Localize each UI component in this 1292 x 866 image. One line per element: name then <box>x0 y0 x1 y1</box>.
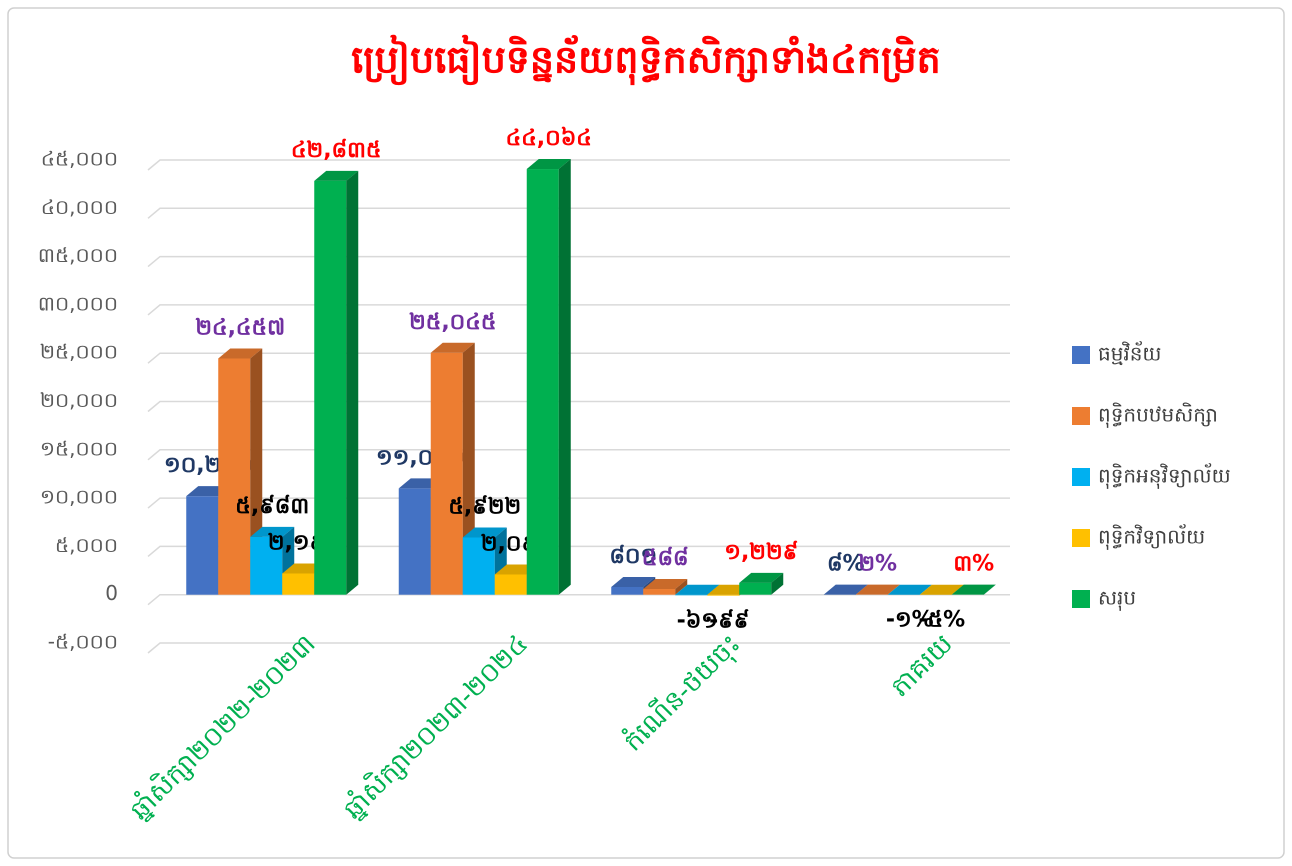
data-label: ៥,៩៨៣ <box>235 494 309 519</box>
legend-swatch <box>1072 529 1090 547</box>
grid-line <box>147 497 1010 509</box>
data-label: ៥៨៨ <box>642 546 689 571</box>
chart-title: ប្រៀបធៀបទិន្នន័យពុទ្ធិកសិក្សាទាំង៤កម្រិត <box>351 35 940 86</box>
bar <box>526 159 571 595</box>
data-label: -៥% <box>918 608 965 633</box>
y-tick-label: 0 <box>105 581 118 605</box>
legend-label: ពុទ្ធិកវិទ្យាល័យ <box>1098 524 1205 551</box>
data-label: ៤៤,០៦៤ <box>506 126 592 151</box>
legend-swatch <box>1072 407 1090 425</box>
grid-line <box>147 255 1010 268</box>
data-label: -៩៩ <box>709 609 749 634</box>
y-tick-label: ៤៥,០០០ <box>41 147 118 171</box>
grid-line <box>147 545 1010 557</box>
y-tick-label: ២០,០០០ <box>40 388 118 412</box>
grid-line <box>147 400 1010 413</box>
y-tick-label: ១៥,០០០ <box>40 436 118 460</box>
y-tick-label: ២៥,០០០ <box>40 340 118 364</box>
bar <box>314 170 359 595</box>
legend-label: ពុទ្ធិកបឋមសិក្សា <box>1098 402 1218 429</box>
y-tick-label: ៣៥,០០០ <box>38 243 118 267</box>
bar <box>855 584 900 595</box>
data-label: ៨០១ <box>609 544 657 569</box>
data-label: ១,២២៩ <box>724 540 798 565</box>
legend-swatch <box>1072 468 1090 486</box>
y-tick-label: -៥,០០០ <box>48 630 118 654</box>
data-label: ២៥,០៤៥ <box>409 310 496 335</box>
legend-label: សរុប <box>1098 586 1136 612</box>
y-tick-label: ៣០,០០០ <box>38 291 118 315</box>
data-label: ៣% <box>953 552 994 577</box>
legend-swatch <box>1072 590 1090 608</box>
data-label: -១% <box>886 608 934 633</box>
data-label: ៥,៩២២ <box>448 494 521 519</box>
grid-line <box>147 449 1010 461</box>
bar <box>430 342 475 595</box>
bar <box>951 584 996 595</box>
data-label: ២៤,៤៥៧ <box>195 315 285 340</box>
y-tick-label: ៥,០០០ <box>55 533 118 557</box>
data-label: ២% <box>858 552 897 577</box>
grid-line <box>147 207 1010 219</box>
grid-line <box>147 352 1010 364</box>
legend-label: ធម្មវិន័យ <box>1098 341 1161 366</box>
bar <box>643 579 688 595</box>
legend-label: ពុទ្ធិកអនុវិទ្យាល័យ <box>1098 463 1231 490</box>
data-label: -៦១ <box>677 608 718 633</box>
data-label: ៨% <box>827 552 865 577</box>
grid-line <box>147 304 1010 316</box>
grid-line <box>147 642 1010 654</box>
y-tick-label: ១០,០០០ <box>40 485 118 509</box>
bar <box>739 572 784 595</box>
data-label: ៤២,៨៣៥ <box>291 138 382 163</box>
grid-line <box>147 159 1010 171</box>
legend-swatch <box>1072 346 1090 364</box>
y-tick-label: ៤០,០០០ <box>41 195 118 219</box>
